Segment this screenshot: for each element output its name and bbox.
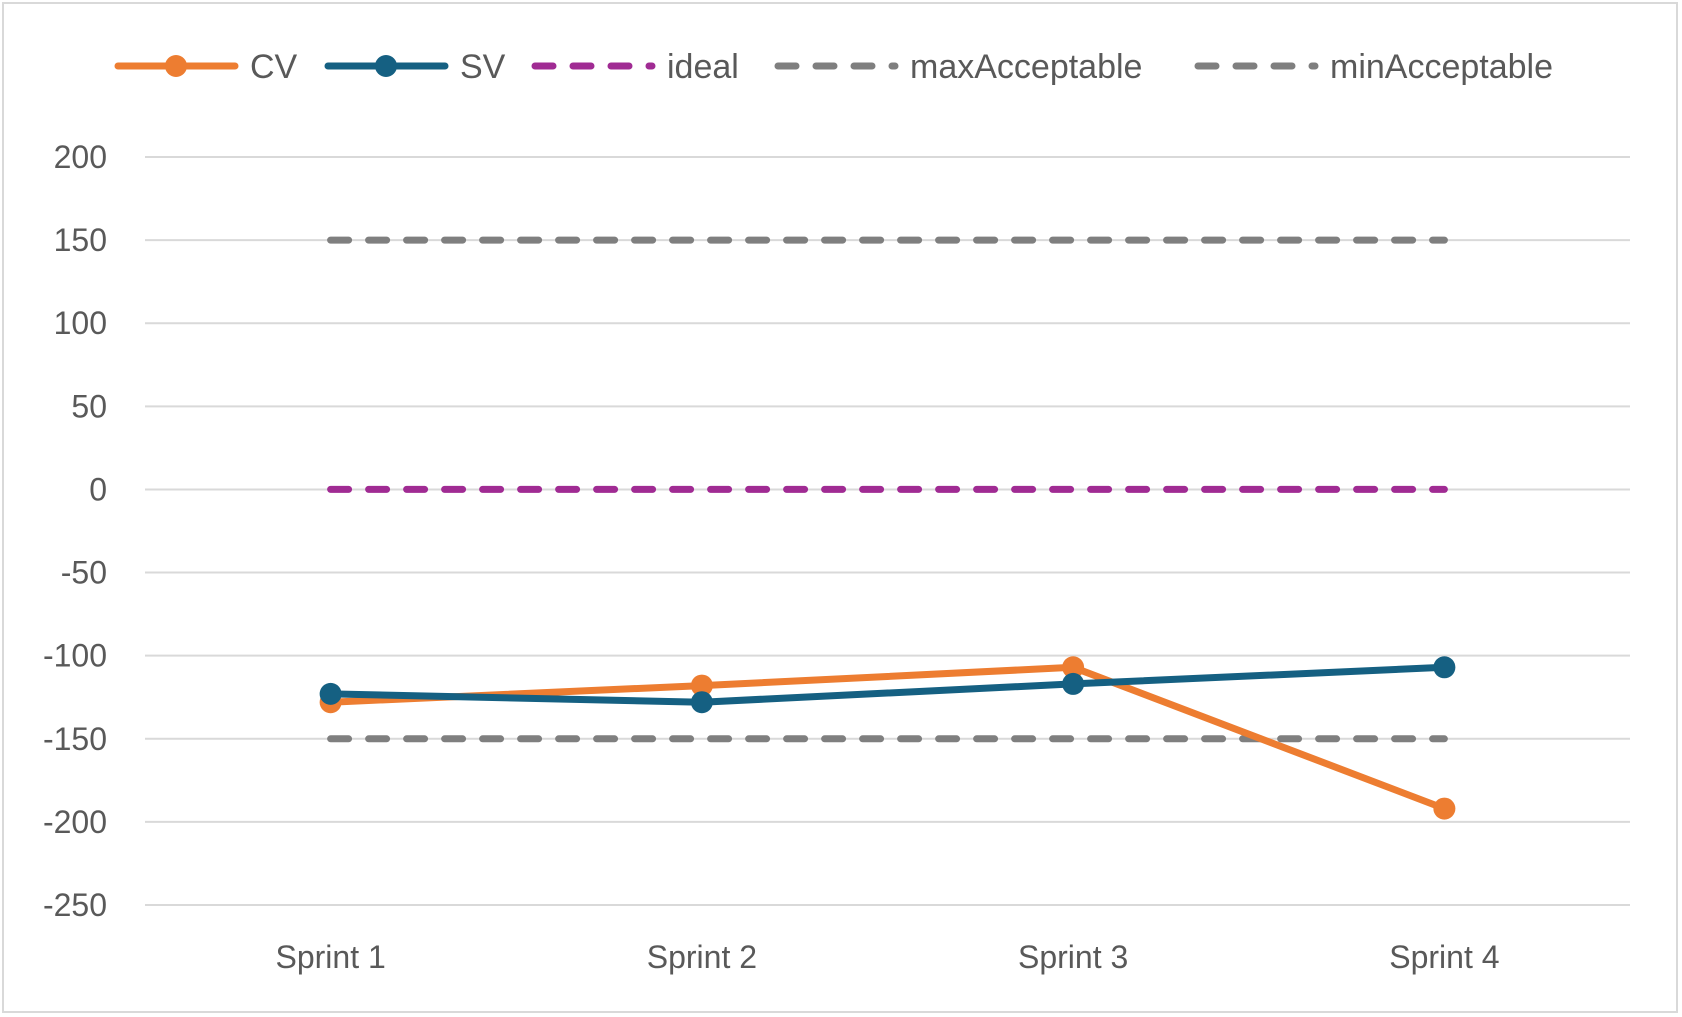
legend-marker-sv — [375, 55, 397, 77]
data-point-sv — [319, 682, 342, 705]
data-point-cv — [1433, 797, 1456, 820]
y-tick-label: 200 — [54, 139, 107, 175]
y-tick-label: 100 — [54, 305, 107, 341]
y-tick-label: -250 — [43, 887, 107, 923]
y-tick-label: 0 — [89, 471, 107, 507]
data-point-cv — [690, 674, 713, 697]
legend-label-ideal: ideal — [667, 48, 739, 86]
legend-item-sv: SV — [324, 48, 506, 86]
data-point-sv — [690, 691, 713, 714]
x-tick-label: Sprint 4 — [1389, 939, 1499, 975]
y-tick-label: 50 — [71, 388, 107, 424]
y-tick-label: -100 — [43, 638, 107, 674]
legend-label-sv: SV — [460, 48, 506, 86]
y-tick-label: -50 — [61, 555, 107, 591]
legend-label-cv: CV — [250, 48, 298, 86]
legend-marker-cv — [165, 55, 187, 77]
series-lines — [319, 236, 1456, 820]
data-point-sv — [1433, 656, 1456, 679]
legend: CV SV ideal maxAcceptable minAcceptable — [114, 48, 1553, 86]
x-tick-label: Sprint 1 — [275, 939, 385, 975]
y-tick-label: 150 — [54, 222, 107, 258]
legend-label-maxacceptable: maxAcceptable — [910, 48, 1142, 86]
y-tick-label: -200 — [43, 804, 107, 840]
x-axis-tick-labels: Sprint 1 Sprint 2 Sprint 3 Sprint 4 — [275, 939, 1499, 975]
legend-item-ideal: ideal — [531, 48, 739, 86]
y-tick-label: -150 — [43, 721, 107, 757]
data-point-sv — [1062, 672, 1085, 695]
gridlines — [145, 156, 1630, 906]
legend-item-maxacceptable: maxAcceptable — [774, 48, 1142, 86]
series-line-cv — [327, 663, 1448, 813]
legend-item-minacceptable: minAcceptable — [1194, 48, 1553, 86]
legend-label-minacceptable: minAcceptable — [1330, 48, 1553, 86]
data-point-cv — [1062, 656, 1085, 679]
x-tick-label: Sprint 3 — [1018, 939, 1128, 975]
series-sv — [319, 656, 1456, 714]
legend-item-cv: CV — [114, 48, 298, 86]
series-line-sv — [327, 663, 1448, 706]
x-tick-label: Sprint 2 — [647, 939, 757, 975]
y-axis-tick-labels: 200 150 100 50 0 -50 -100 -150 -200 -250 — [43, 139, 107, 923]
